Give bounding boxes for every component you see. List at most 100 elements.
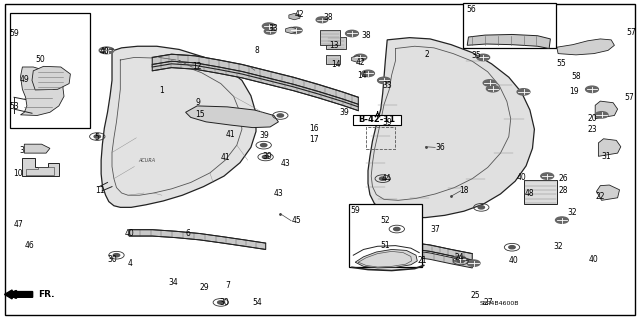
Text: 8: 8: [255, 46, 259, 55]
Circle shape: [113, 254, 120, 257]
Circle shape: [486, 85, 499, 92]
Text: 43: 43: [274, 189, 284, 198]
Text: 30: 30: [108, 255, 117, 263]
Text: 44: 44: [381, 174, 391, 183]
Text: 13: 13: [330, 41, 339, 50]
Text: 30: 30: [220, 298, 229, 307]
Text: 52: 52: [381, 216, 390, 225]
Text: 16: 16: [309, 124, 319, 133]
Text: 42: 42: [294, 10, 304, 19]
Text: SEP4B4600B: SEP4B4600B: [479, 301, 519, 306]
Text: ACURA: ACURA: [139, 158, 156, 163]
Circle shape: [316, 17, 328, 23]
Text: 40: 40: [99, 47, 109, 56]
Text: 45: 45: [291, 216, 301, 225]
Text: 47: 47: [14, 220, 24, 229]
Circle shape: [380, 177, 386, 180]
Text: 14: 14: [357, 71, 367, 80]
Polygon shape: [285, 27, 297, 33]
Text: FR.: FR.: [38, 290, 55, 299]
Circle shape: [346, 30, 358, 37]
Polygon shape: [186, 106, 278, 128]
Bar: [463, 3, 556, 48]
Circle shape: [218, 301, 224, 304]
Bar: [10, 13, 90, 128]
Polygon shape: [129, 230, 266, 249]
Circle shape: [595, 112, 608, 118]
Text: 40: 40: [509, 256, 518, 265]
Text: 38: 38: [323, 13, 333, 22]
Text: 36: 36: [435, 143, 445, 152]
Polygon shape: [152, 54, 358, 107]
Polygon shape: [357, 239, 472, 260]
Text: 15: 15: [195, 110, 205, 119]
Polygon shape: [22, 158, 59, 176]
Circle shape: [556, 217, 568, 223]
Circle shape: [478, 206, 484, 209]
Text: 22: 22: [595, 192, 605, 201]
Text: 37: 37: [430, 225, 440, 234]
Text: 40: 40: [589, 255, 598, 264]
Circle shape: [262, 155, 269, 159]
Text: 57: 57: [624, 93, 634, 102]
Text: 2: 2: [424, 50, 429, 59]
Circle shape: [509, 246, 515, 249]
Circle shape: [94, 135, 100, 138]
Polygon shape: [355, 249, 417, 268]
Text: 1: 1: [159, 86, 163, 95]
Circle shape: [264, 28, 276, 34]
Text: 28: 28: [558, 186, 568, 195]
Polygon shape: [20, 67, 64, 115]
Text: 20: 20: [588, 114, 597, 122]
Text: B-42-11: B-42-11: [358, 115, 396, 124]
Circle shape: [483, 80, 496, 86]
Text: 58: 58: [572, 72, 581, 81]
Text: 53: 53: [10, 102, 19, 111]
Text: 24: 24: [454, 253, 464, 262]
Text: 48: 48: [525, 189, 534, 198]
Text: 5: 5: [95, 133, 100, 142]
Text: 31: 31: [602, 152, 611, 161]
Circle shape: [262, 23, 275, 29]
Bar: [326, 55, 340, 64]
Bar: [326, 37, 346, 49]
Circle shape: [362, 70, 374, 77]
Text: 23: 23: [588, 125, 597, 134]
Circle shape: [99, 47, 112, 54]
Circle shape: [586, 86, 598, 93]
Text: 40: 40: [517, 173, 527, 182]
Text: 54: 54: [253, 298, 262, 307]
Circle shape: [453, 256, 466, 262]
Circle shape: [260, 144, 267, 147]
Text: 21: 21: [417, 256, 427, 265]
Text: 35: 35: [472, 51, 481, 60]
Text: 32: 32: [568, 208, 577, 217]
Polygon shape: [24, 144, 50, 153]
Text: 49: 49: [19, 75, 29, 84]
Circle shape: [101, 47, 114, 54]
Text: 42: 42: [355, 58, 365, 67]
Text: 9: 9: [195, 98, 200, 107]
Polygon shape: [357, 247, 472, 268]
Text: 14: 14: [332, 60, 341, 69]
Text: 39: 39: [262, 152, 272, 161]
Circle shape: [277, 114, 284, 117]
Text: 18: 18: [460, 186, 469, 195]
Text: 59: 59: [351, 206, 360, 215]
Text: 27: 27: [483, 298, 493, 307]
Text: 46: 46: [24, 241, 34, 250]
Polygon shape: [595, 101, 618, 119]
Circle shape: [467, 260, 480, 266]
Polygon shape: [289, 13, 300, 20]
Circle shape: [477, 54, 490, 61]
Bar: [320, 30, 340, 45]
Text: 57: 57: [626, 28, 636, 37]
Polygon shape: [101, 46, 256, 207]
Polygon shape: [467, 34, 550, 48]
Text: 34: 34: [168, 278, 178, 287]
Bar: [353, 115, 401, 125]
Text: 4: 4: [128, 259, 133, 268]
Text: 32: 32: [554, 242, 563, 251]
Bar: [349, 204, 422, 267]
Circle shape: [394, 227, 400, 231]
